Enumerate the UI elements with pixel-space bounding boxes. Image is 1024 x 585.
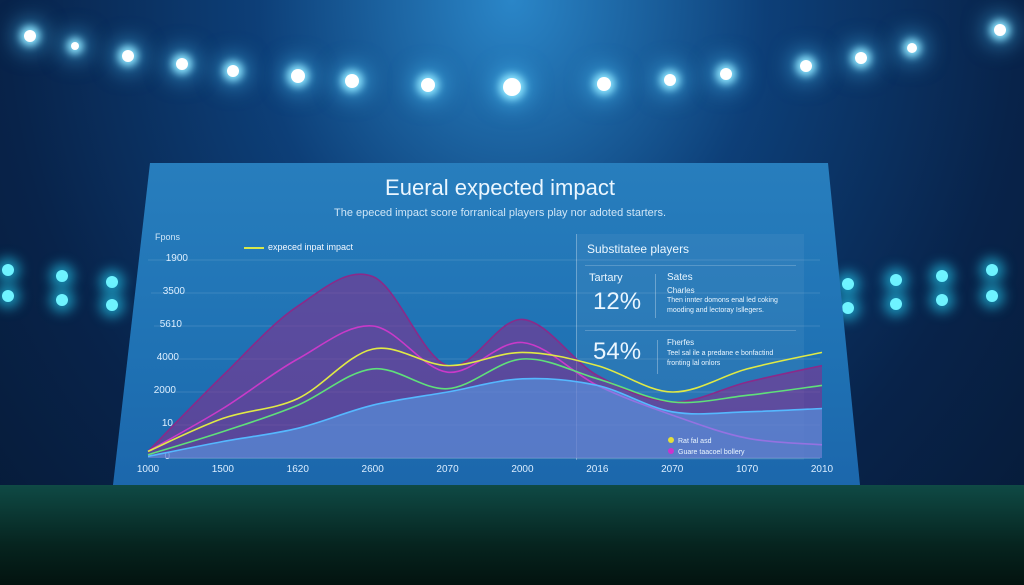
stat-label: Tartary — [589, 272, 623, 284]
side-light — [2, 264, 14, 276]
floodlight — [176, 58, 188, 70]
legend-item: Rat fal asd — [668, 437, 711, 445]
legend-label: Rat fal asd — [678, 438, 712, 445]
floodlight — [855, 52, 867, 64]
legend-dot — [668, 437, 674, 443]
floodlight — [24, 30, 36, 42]
legend-label: expeced inpat impact — [268, 242, 354, 252]
series-line — [147, 358, 823, 456]
x-tick-label: 2016 — [586, 464, 609, 475]
floodlight — [597, 77, 611, 91]
floodlight — [664, 74, 676, 86]
side-light — [986, 264, 998, 276]
y-tick-label: 10 — [161, 418, 173, 429]
side-light — [106, 299, 118, 311]
x-tick-label: 1620 — [286, 464, 309, 475]
side-light — [106, 276, 118, 288]
side-light — [986, 290, 998, 302]
floodlight — [421, 78, 435, 92]
floodlight — [227, 65, 239, 77]
side-light — [56, 294, 68, 306]
x-tick-label: 1070 — [735, 464, 759, 475]
side-light — [890, 298, 902, 310]
stat-head: Sates — [667, 272, 693, 283]
stat-sub: Fherfes — [667, 338, 695, 347]
x-tick-label: 1000 — [136, 464, 160, 475]
legend-top: expeced inpat impact — [244, 242, 353, 252]
side-light — [56, 270, 68, 282]
stat-text: fronting lal onlors — [667, 360, 721, 367]
legend-swatch — [244, 246, 264, 249]
chart-subtitle: The epeced impact score forranical playe… — [334, 207, 666, 219]
side-light — [936, 270, 948, 282]
floodlight — [994, 24, 1006, 36]
x-tick-label: 2070 — [436, 464, 459, 475]
side-light — [2, 290, 14, 302]
series-line — [147, 377, 823, 458]
chart-title: Eueral expected impact — [385, 175, 615, 200]
stat-sub: Charles — [667, 286, 695, 295]
floodlight — [503, 78, 521, 96]
x-tick-label: 2010 — [810, 464, 834, 475]
y-tick-label: 4000 — [156, 352, 179, 363]
legend-dot — [668, 448, 674, 454]
floodlight — [71, 42, 79, 50]
stat-value: 54% — [593, 338, 642, 365]
floodlight — [122, 50, 134, 62]
y-tick-label: 3500 — [162, 286, 185, 297]
series-line — [147, 325, 823, 453]
floodlight — [720, 68, 732, 80]
x-tick-label: 2070 — [661, 464, 684, 475]
stat-text: Teel sal ile a predane e bonfactind — [667, 350, 774, 357]
stat-text: mooding and lectoray Isllegers. — [667, 307, 764, 314]
pitch-grass — [0, 485, 1024, 585]
series-area — [148, 378, 822, 458]
floodlight — [800, 60, 812, 72]
x-tick-label: 1500 — [211, 464, 234, 475]
side-light — [936, 294, 948, 306]
y-tick-label: 5610 — [159, 319, 182, 330]
series-area — [148, 274, 822, 458]
y-axis-label: Fpons — [155, 232, 181, 242]
y-tick-label: 1900 — [165, 253, 188, 264]
floodlight — [291, 69, 305, 83]
side-light — [842, 278, 854, 290]
y-tick-label: 2000 — [153, 385, 176, 396]
legend-label: Guare taacoel bollery — [678, 449, 745, 456]
stat-value: 12% — [593, 288, 642, 315]
series-line — [147, 347, 823, 453]
x-tick-label: 2000 — [511, 464, 534, 475]
legend-item: Guare taacoel bollery — [668, 448, 745, 456]
x-tick-label: 2600 — [361, 464, 384, 475]
panel-title: Substitatee players — [587, 242, 690, 256]
side-light — [890, 274, 902, 286]
side-light — [842, 302, 854, 314]
series-line — [147, 273, 823, 452]
floodlight — [345, 74, 359, 88]
stat-text: Then innter domons enal led coking — [667, 297, 778, 304]
floodlight — [907, 43, 917, 53]
